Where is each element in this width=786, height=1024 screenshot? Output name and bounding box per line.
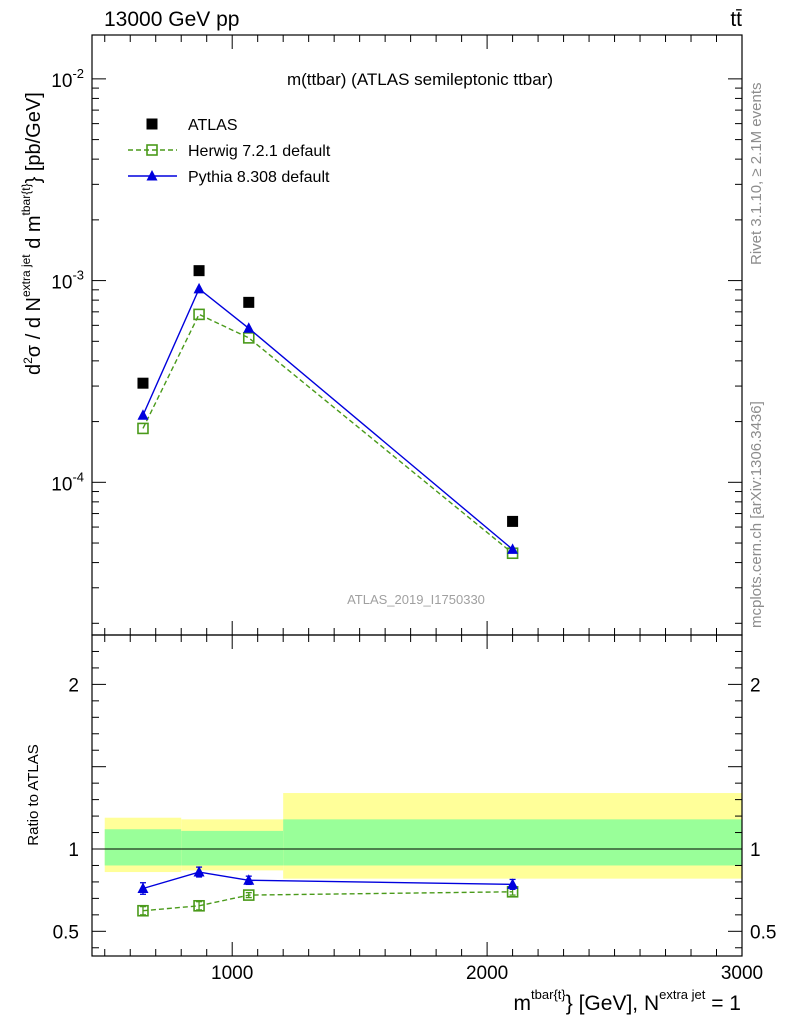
legend-label: ATLAS — [188, 117, 238, 134]
data-point-main — [507, 543, 519, 554]
x-tick-label: 1000 — [211, 963, 253, 984]
data-point-ratio — [193, 866, 205, 877]
y-axis-label-main: d2σ / d Nextra jet d mtbar{t}} [pb/GeV] — [19, 92, 45, 375]
data-point-main — [507, 515, 519, 527]
uncertainty-band-inner — [104, 829, 182, 866]
data-point-main — [137, 422, 149, 435]
data-point-main — [243, 322, 255, 333]
y-tick-label-exp: -3 — [72, 268, 84, 283]
collision-label: 13000 GeV pp — [104, 8, 239, 31]
series-main-0 — [137, 265, 519, 527]
x-tick-label: 3000 — [721, 963, 763, 984]
y-tick-label-ratio: 0.5 — [53, 922, 79, 943]
data-point-ratio — [137, 904, 149, 917]
data-point-ratio — [137, 882, 149, 894]
y-tick-label-main: 10-2 — [51, 66, 84, 92]
data-point-ratio — [193, 899, 205, 912]
uncertainty-band-inner — [181, 830, 284, 866]
main-panel: 10-210-310-4 m(ttbar) (ATLAS semileptoni… — [19, 34, 743, 636]
y-tick-label-ratio-right: 1 — [750, 840, 761, 861]
analysis-watermark: ATLAS_2019_I1750330 — [347, 592, 485, 607]
data-point-main — [193, 282, 205, 294]
series-line-ratio — [142, 891, 513, 912]
series-ratio-0 — [137, 885, 519, 917]
series-main-1 — [137, 308, 519, 560]
series-line-main — [142, 287, 514, 550]
ratio-plot-frame — [91, 634, 743, 957]
data-point-main — [193, 308, 205, 321]
y-tick-label-ratio: 1 — [68, 840, 79, 861]
data-point-main — [242, 332, 255, 344]
y-tick-label-base: 10 — [51, 474, 72, 495]
data-point-ratio — [507, 878, 519, 889]
y-tick-label-exp: -4 — [72, 469, 84, 484]
y-tick-label-ratio-right: 2 — [750, 675, 761, 696]
y-tick-label-main: 10-4 — [51, 469, 84, 495]
series-line-main — [142, 313, 514, 554]
legend-marker — [146, 144, 158, 156]
series-ratio-1 — [137, 866, 519, 895]
data-point-main — [137, 377, 149, 389]
x-axis-label: mtbar{t}} [GeV], Nextra jet = 1 — [514, 987, 741, 1015]
process-label: tt̄ — [730, 8, 742, 31]
series-main-2 — [137, 282, 519, 554]
legend-item: ATLAS — [146, 117, 238, 134]
data-point-ratio — [242, 889, 255, 901]
series-line-ratio — [142, 871, 513, 890]
plot-title: m(ttbar) (ATLAS semileptonic ttbar) — [287, 70, 553, 89]
data-point-main — [243, 296, 255, 308]
data-point-main — [137, 409, 149, 420]
ratio-panel: 1000 2000 3000 2 2 1 1 0.5 0.5 Ratio to ATLAS mt… — [25, 634, 776, 1015]
legend-item: Herwig 7.2.1 default — [128, 143, 331, 160]
y-tick-label-main: 10-3 — [51, 268, 84, 294]
legend: ATLAS Herwig 7.2.1 default Pythia 8.308 de… — [128, 117, 331, 186]
legend-marker — [146, 170, 158, 181]
rivet-version-label: Rivet 3.1.10, ≥ 2.1M events — [748, 83, 765, 266]
legend-label: Pythia 8.308 default — [188, 169, 330, 186]
y-tick-label-ratio: 2 — [68, 675, 79, 696]
data-point-main — [193, 265, 205, 277]
y-axis-label-ratio: Ratio to ATLAS — [25, 744, 42, 845]
y-tick-label-base: 10 — [51, 273, 72, 294]
legend-marker — [146, 118, 158, 130]
legend-label: Herwig 7.2.1 default — [188, 143, 331, 160]
data-point-ratio — [243, 874, 255, 885]
uncertainty-band-inner — [283, 819, 742, 866]
y-tick-label-ratio-right: 0.5 — [750, 922, 776, 943]
y-tick-label-exp: -2 — [72, 66, 84, 81]
legend-item: Pythia 8.308 default — [128, 169, 330, 186]
y-tick-label-base: 10 — [51, 71, 72, 92]
x-tick-label: 2000 — [466, 963, 508, 984]
mcplots-label: mcplots.cern.ch [arXiv:1306.3436] — [748, 401, 765, 628]
